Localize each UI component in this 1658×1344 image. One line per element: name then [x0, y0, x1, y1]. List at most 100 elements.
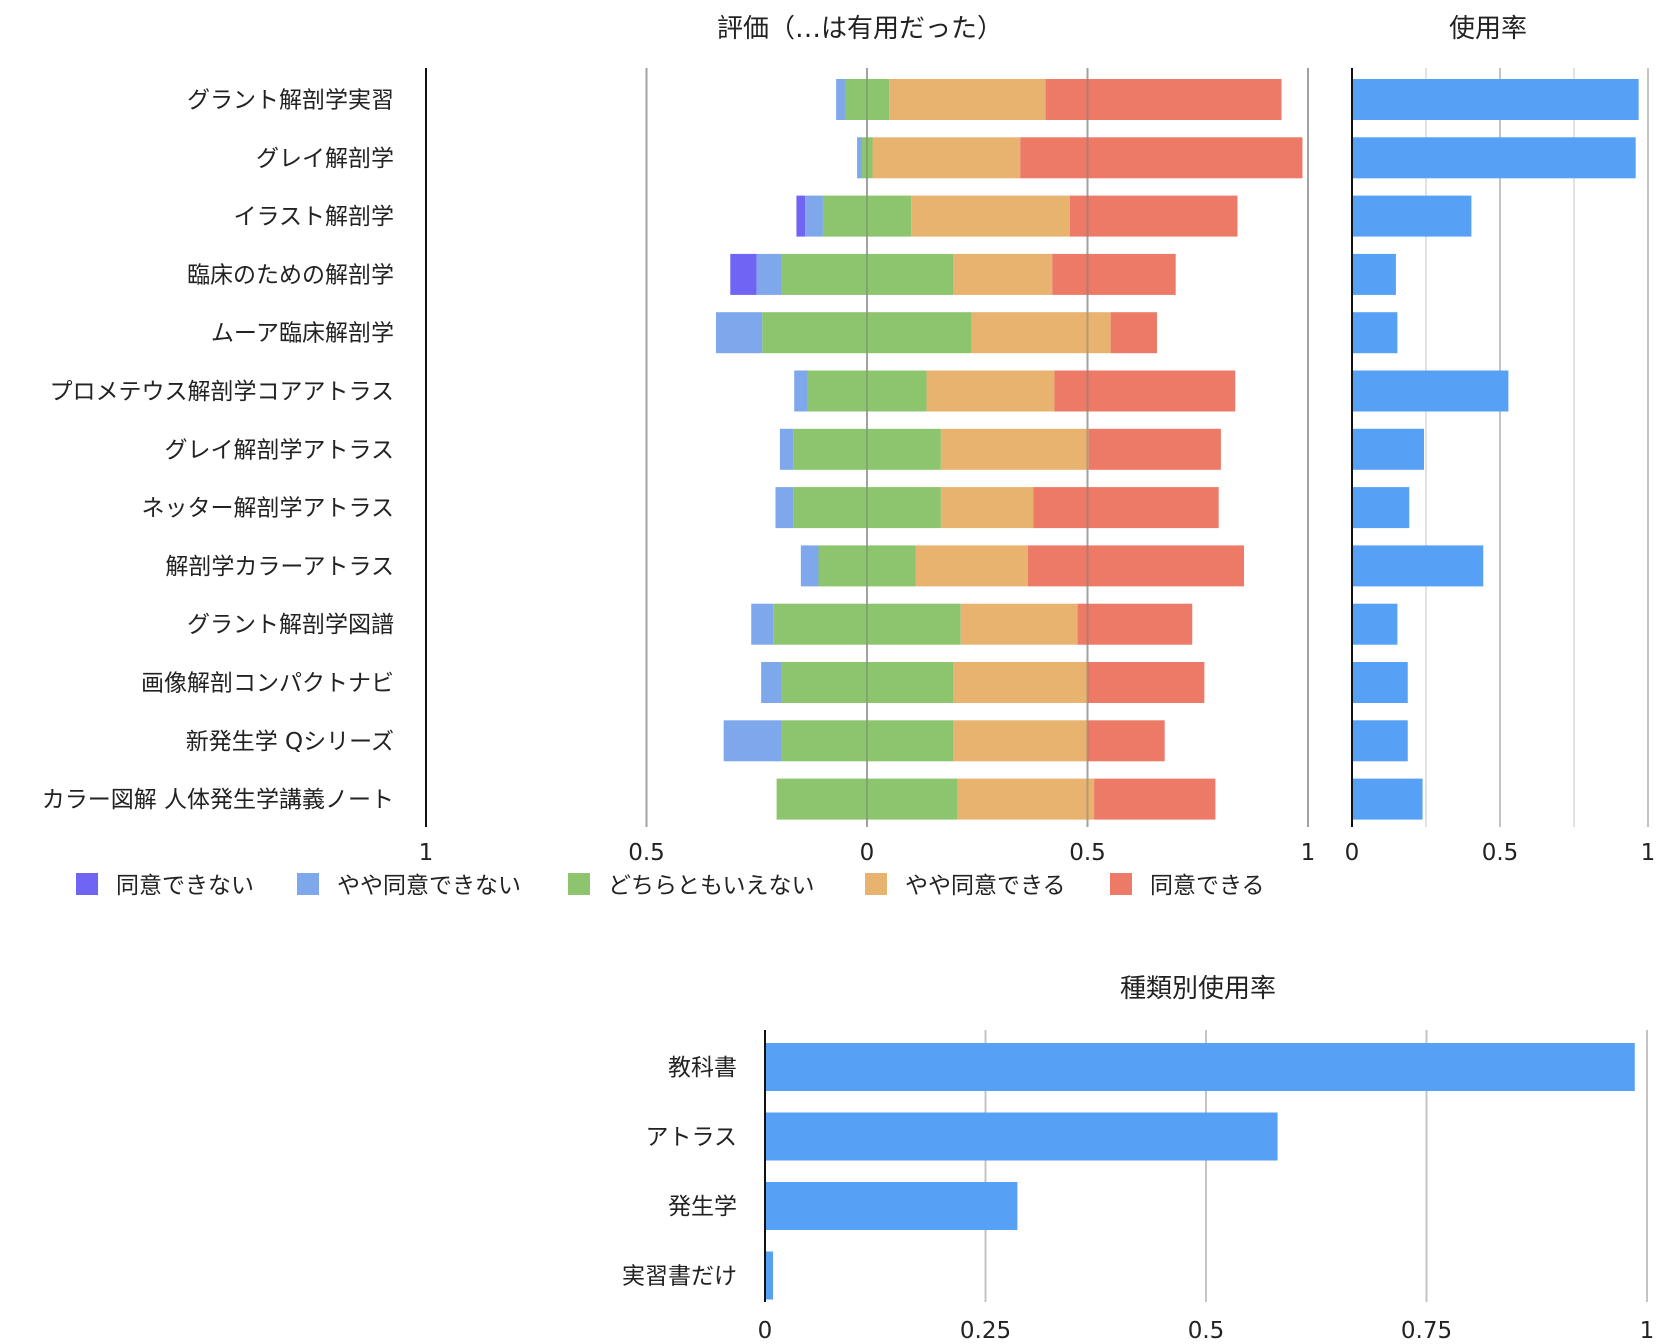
bar-segment — [1054, 370, 1236, 412]
legend-label: 同意できる — [1150, 873, 1265, 899]
bar-segment — [1033, 487, 1219, 529]
bar-segment — [952, 253, 1053, 295]
bar-segment — [807, 370, 927, 412]
bar-segment — [911, 195, 1070, 237]
usage-rate-x-ticks: 0 0.5 1 — [1345, 840, 1656, 866]
bar-segment — [844, 79, 890, 120]
x-tick-label: 0 — [758, 1318, 773, 1344]
bar-segment — [957, 778, 1095, 820]
category-label: グラント解剖学実習 — [187, 88, 394, 114]
bar-segment — [781, 720, 953, 762]
usage-rate-chart-title: 使用率 — [1449, 14, 1527, 44]
category-label: 新発生学 Qシリーズ — [186, 729, 394, 755]
usage-by-type-bars — [766, 1043, 1635, 1300]
usage-bar — [1353, 137, 1636, 179]
bar-segment — [1087, 720, 1165, 762]
category-label: カラー図解 人体発生学講義ノート — [42, 787, 394, 813]
bar-segment — [822, 195, 912, 237]
x-tick-label: 0.5 — [1482, 840, 1519, 866]
bar-segment — [793, 487, 941, 529]
bar-segment — [1094, 778, 1216, 820]
x-tick-label: 0.5 — [1188, 1318, 1225, 1344]
bar-segment — [762, 312, 972, 354]
bar-segment — [715, 312, 763, 354]
category-label: グラント解剖学図譜 — [187, 612, 394, 638]
usage-by-type-chart-title: 種類別使用率 — [1120, 974, 1276, 1004]
bar-segment — [1069, 195, 1238, 237]
bar-segment — [971, 312, 1111, 354]
category-label: ネッター解剖学アトラス — [141, 496, 394, 522]
x-tick-label: 0.5 — [628, 840, 665, 866]
category-label: アトラス — [645, 1125, 737, 1151]
bar-segment — [915, 545, 1028, 587]
x-tick-label: 1 — [1301, 840, 1316, 866]
evaluation-x-ticks: 1 0.5 0 0.5 1 — [419, 840, 1316, 866]
category-label: 実習書だけ — [622, 1264, 737, 1290]
category-label: プロメテウス解剖学コアアトラス — [49, 379, 394, 405]
legend-swatch — [297, 873, 319, 895]
x-tick-label: 0.25 — [960, 1318, 1011, 1344]
bar-segment — [872, 137, 1021, 179]
bar-segment — [776, 778, 958, 820]
usage-rate-chart: 使用率 0 0.5 1 — [1345, 14, 1656, 866]
evaluation-chart-title: 評価（…は有用だった） — [717, 14, 1003, 44]
bar-segment — [773, 603, 961, 645]
legend-swatch — [568, 873, 590, 895]
x-tick-label: 0 — [860, 840, 875, 866]
bar-segment — [1077, 603, 1193, 645]
bar-segment — [940, 428, 1089, 470]
usage-rate-gridlines — [1351, 68, 1649, 827]
bar-segment — [781, 662, 953, 703]
type-usage-bar — [766, 1043, 1635, 1091]
bar-segment — [761, 662, 782, 703]
bar-segment — [889, 79, 1046, 120]
evaluation-bars — [645, 68, 1309, 827]
bar-segment — [800, 545, 819, 587]
legend-swatch — [865, 873, 887, 895]
legend-label: 同意できない — [116, 873, 254, 899]
usage-bar — [1353, 370, 1509, 412]
bar-segment — [779, 428, 794, 470]
bar-segment — [751, 603, 774, 645]
usage-bar — [1353, 487, 1410, 529]
usage-bar — [1353, 662, 1408, 703]
category-label: グレイ解剖学 — [256, 146, 394, 172]
bar-segment — [793, 428, 941, 470]
bar-segment — [1020, 137, 1303, 179]
usage-bar — [1353, 778, 1423, 820]
bar-segment — [1110, 312, 1157, 354]
bar-segment — [1045, 79, 1282, 120]
category-label: グレイ解剖学アトラス — [164, 437, 394, 463]
category-labels: グラント解剖学実習グレイ解剖学イラスト解剖学臨床のための解剖学ムーア臨床解剖学プ… — [42, 88, 394, 814]
bar-segment — [730, 253, 757, 295]
bar-segment — [775, 487, 794, 529]
evaluation-chart: 評価（…は有用だった） グラント解剖学実習グレイ解剖学イラスト解剖学臨床のための… — [42, 14, 1316, 866]
category-label: 教科書 — [668, 1055, 737, 1081]
bar-segment — [818, 545, 916, 587]
usage-bar — [1353, 312, 1398, 354]
category-label: 画像解剖コンパクトナビ — [141, 671, 394, 697]
usage-bar — [1353, 253, 1396, 295]
bar-segment — [794, 370, 808, 412]
bar-segment — [952, 720, 1088, 762]
legend-label: どちらともいえない — [608, 873, 815, 899]
bar-segment — [926, 370, 1055, 412]
type-usage-bar — [766, 1112, 1278, 1161]
bar-segment — [940, 487, 1034, 529]
bar-segment — [796, 195, 806, 237]
bar-segment — [1087, 662, 1205, 703]
category-label: 解剖学カラーアトラス — [165, 554, 394, 580]
usage-rate-bars — [1353, 79, 1639, 820]
category-label: イラスト解剖学 — [233, 204, 394, 230]
x-tick-label: 1 — [419, 840, 434, 866]
x-tick-label: 0.5 — [1069, 840, 1106, 866]
legend-swatch — [1110, 873, 1132, 895]
usage-bar — [1353, 428, 1425, 470]
x-tick-label: 1 — [1640, 1318, 1655, 1344]
bar-segment — [1052, 253, 1176, 295]
bar-segment — [861, 137, 873, 179]
legend-swatch — [76, 873, 98, 895]
